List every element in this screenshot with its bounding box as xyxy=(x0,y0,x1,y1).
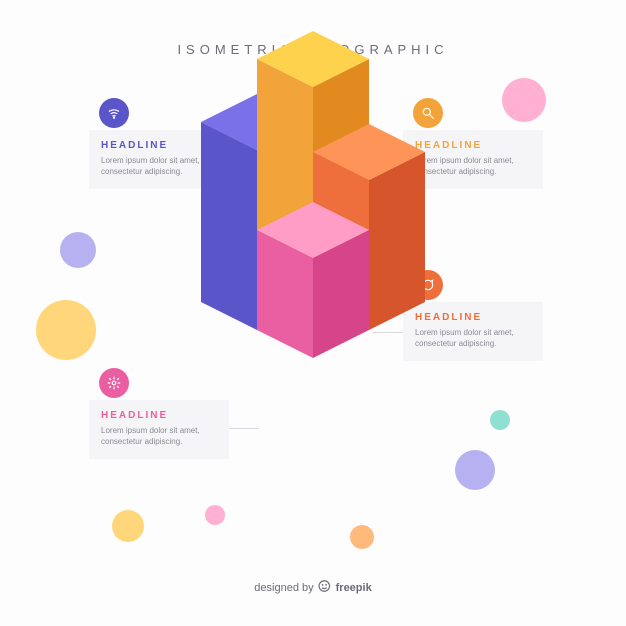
card-headline: HEADLINE xyxy=(101,140,217,151)
decorative-dot xyxy=(490,410,510,430)
wifi-icon xyxy=(99,98,129,128)
gear-icon xyxy=(99,368,129,398)
freepik-logo-icon xyxy=(318,579,332,596)
card-body-text: Lorem ipsum dolor sit amet, consectetur … xyxy=(101,155,217,177)
decorative-dot xyxy=(205,505,225,525)
decorative-dot xyxy=(350,525,374,549)
decorative-dot xyxy=(455,450,495,490)
card-headline: HEADLINE xyxy=(101,410,217,421)
footer-brand: freepik xyxy=(336,582,372,594)
decorative-dot xyxy=(112,510,144,542)
card-headline: HEADLINE xyxy=(415,312,531,323)
footer-prefix: designed by xyxy=(254,582,313,594)
info-card: HEADLINE Lorem ipsum dolor sit amet, cons… xyxy=(89,400,229,459)
footer-credit: designed by freepik xyxy=(254,579,371,596)
connector-line xyxy=(373,332,403,333)
card-body-text: Lorem ipsum dolor sit amet, consectetur … xyxy=(415,327,531,349)
card-body-text: Lorem ipsum dolor sit amet, consectetur … xyxy=(101,425,217,447)
decorative-dot xyxy=(36,300,96,360)
card-headline: HEADLINE xyxy=(415,140,531,151)
card-body-text: Lorem ipsum dolor sit amet, consectetur … xyxy=(415,155,531,177)
decorative-dot xyxy=(502,78,546,122)
decorative-dot xyxy=(60,232,96,268)
connector-line xyxy=(229,428,259,429)
